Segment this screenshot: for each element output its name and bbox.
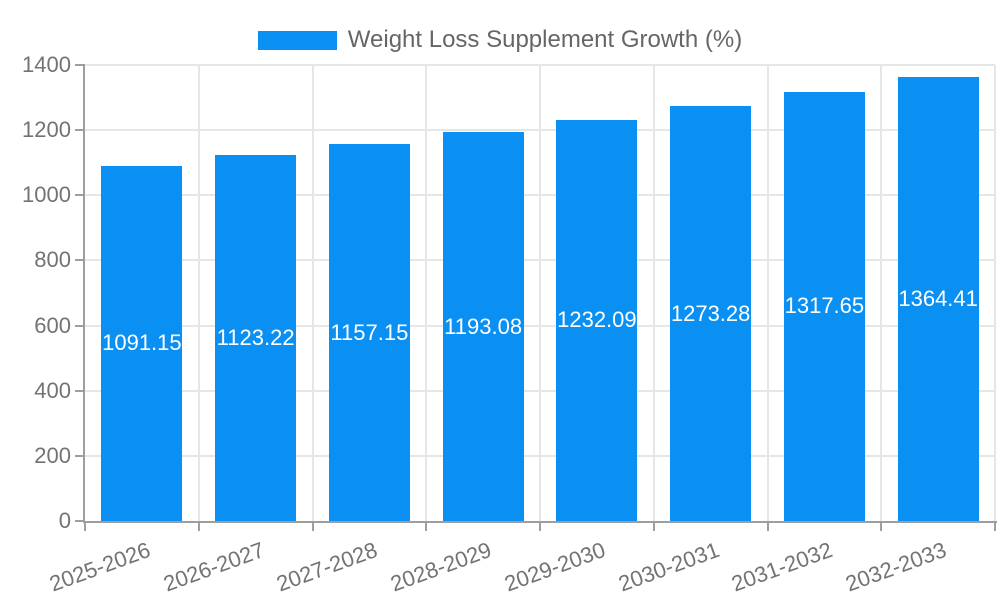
y-axis-tick-label: 1400 — [22, 52, 71, 77]
x-axis-tick — [652, 523, 655, 531]
x-axis-tick — [766, 523, 769, 531]
y-axis-tick — [75, 324, 85, 327]
gridline-vertical — [880, 65, 883, 521]
legend-label: Weight Loss Supplement Growth (%) — [347, 26, 743, 53]
y-axis-tick-label: 0 — [58, 508, 71, 533]
y-axis-tick-label: 1200 — [22, 117, 71, 143]
bar[interactable] — [101, 165, 183, 521]
gridline-vertical — [766, 65, 769, 521]
y-axis-tick — [75, 129, 85, 132]
y-axis-tick-label: 1000 — [22, 182, 71, 208]
x-axis-tick — [197, 523, 200, 531]
bar[interactable] — [215, 155, 297, 521]
gridline-vertical — [539, 65, 541, 521]
y-axis-tick — [75, 194, 85, 197]
y-axis-tick-label: 400 — [34, 377, 71, 403]
bar[interactable] — [783, 91, 865, 521]
bar[interactable] — [556, 119, 638, 521]
x-axis-tick — [994, 523, 996, 531]
y-axis-tick — [75, 259, 85, 262]
bar[interactable] — [897, 76, 979, 521]
y-axis-tick-label: 800 — [34, 247, 71, 273]
y-axis-tick-label: 200 — [34, 442, 71, 468]
y-axis-tick — [75, 64, 85, 66]
y-axis-tick — [75, 389, 85, 392]
bar[interactable] — [442, 132, 524, 521]
x-axis-tick — [880, 523, 883, 531]
gridline-vertical — [311, 65, 314, 521]
x-axis-tick — [84, 523, 86, 531]
bar[interactable] — [670, 106, 752, 521]
legend-swatch-icon — [257, 30, 337, 50]
x-axis-tick — [539, 523, 541, 531]
bar[interactable] — [328, 144, 410, 521]
y-axis-tick — [75, 520, 85, 522]
gridline-vertical — [425, 65, 428, 521]
x-axis-tick — [311, 523, 314, 531]
legend-item[interactable]: Weight Loss Supplement Growth (%) — [257, 26, 743, 54]
gridline-vertical — [197, 65, 200, 521]
y-axis-tick-label: 600 — [34, 312, 71, 338]
y-axis-tick — [75, 454, 85, 457]
gridline-vertical — [652, 65, 655, 521]
x-axis-tick — [425, 523, 428, 531]
gridline-vertical — [994, 65, 996, 521]
legend: Weight Loss Supplement Growth (%) — [0, 26, 1000, 54]
